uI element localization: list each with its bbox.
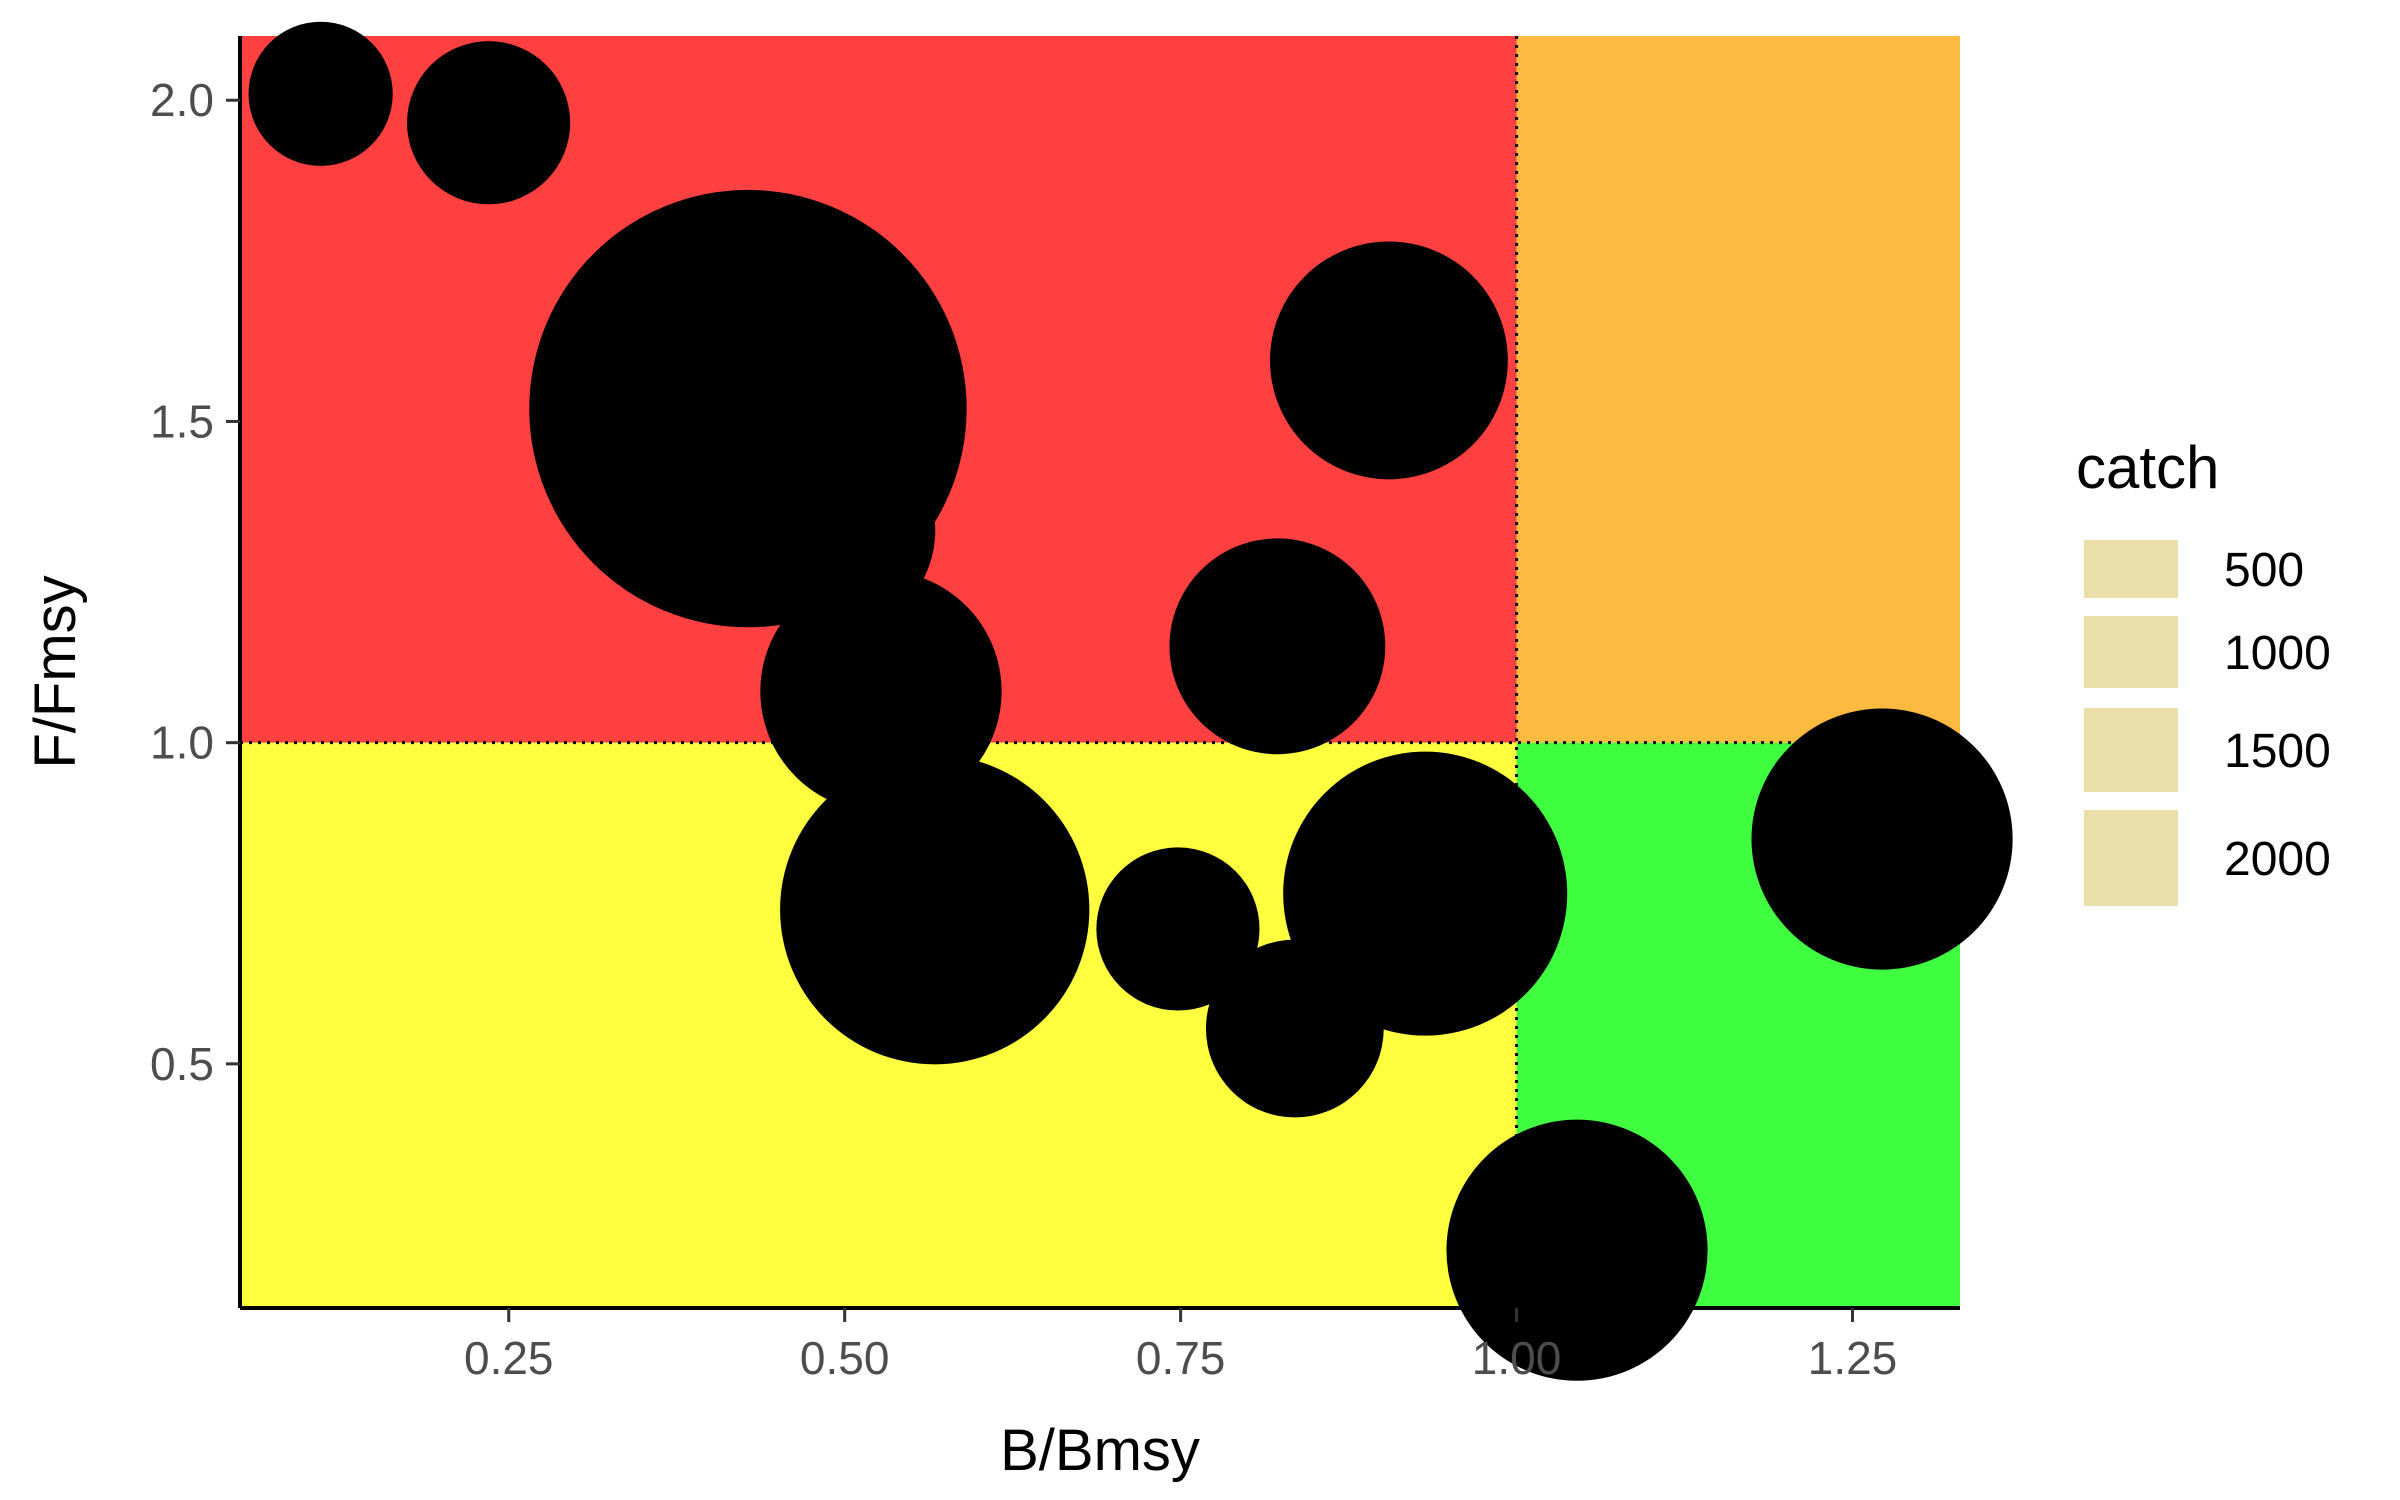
data-point-1 [248,21,393,166]
x-tick-label-2: 0.50 [800,1332,890,1384]
reference-lines [240,36,1960,1308]
x-tick-label-5: 1.25 [1808,1332,1898,1384]
legend-label-1500: 1500 [2224,725,2331,778]
data-point-12 [1751,708,2013,970]
data-point-13 [1446,1119,1708,1381]
data-points [248,21,2013,1381]
x-axis-title: B/Bmsy [1000,1418,1200,1483]
legend-swatch-500 [2084,540,2178,598]
legend-title: catch [2076,434,2219,501]
quadrant-layer [240,36,1960,1308]
legend-label-500: 500 [2224,544,2304,597]
data-point-11 [1283,751,1568,1036]
legend-swatch-1500 [2084,708,2178,792]
data-point-5 [760,570,1002,812]
y-tick-label-2: 1.0 [150,717,214,769]
y-tick-label-4: 2.0 [150,74,214,126]
data-point-6 [1269,241,1508,480]
legend-swatch-1000 [2084,616,2178,688]
x-tick-label-1: 0.25 [464,1332,554,1384]
data-point-8 [780,755,1090,1065]
y-tick-label-1: 0.5 [150,1038,214,1090]
x-tick-label-3: 0.75 [1136,1332,1226,1384]
axes: 0.25 0.50 0.75 1.00 1.25 0.5 1.0 1.5 2.0 [150,36,1960,1384]
quadrant-healthy-overfishing [1516,36,1960,743]
y-tick-label-3: 1.5 [150,395,214,447]
data-point-2 [407,41,571,205]
legend: catch 500 1000 1500 2000 [2076,434,2331,906]
x-tick-label-4: 1.00 [1472,1332,1562,1384]
data-point-9 [1096,847,1260,1011]
data-point-7 [1169,538,1386,755]
legend-label-2000: 2000 [2224,833,2331,886]
legend-swatch-2000 [2084,810,2178,906]
legend-label-1000: 1000 [2224,627,2331,680]
y-axis-title: F/Fmsy [23,575,88,768]
